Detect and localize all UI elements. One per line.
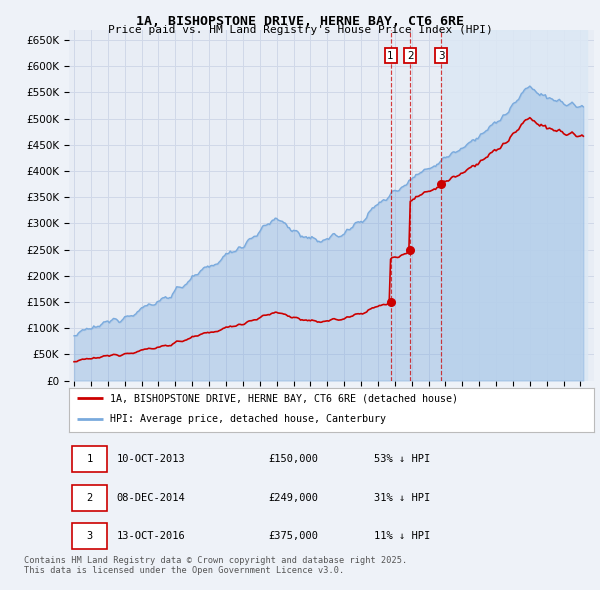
Text: £375,000: £375,000: [269, 531, 319, 541]
Text: 3: 3: [438, 51, 445, 61]
FancyBboxPatch shape: [71, 446, 107, 472]
Text: 2: 2: [407, 51, 413, 61]
Text: 1A, BISHOPSTONE DRIVE, HERNE BAY, CT6 6RE: 1A, BISHOPSTONE DRIVE, HERNE BAY, CT6 6R…: [136, 15, 464, 28]
Text: 13-OCT-2016: 13-OCT-2016: [116, 531, 185, 541]
Text: 1: 1: [86, 454, 92, 464]
Text: HPI: Average price, detached house, Canterbury: HPI: Average price, detached house, Cant…: [110, 415, 386, 424]
Text: 11% ↓ HPI: 11% ↓ HPI: [373, 531, 430, 541]
FancyBboxPatch shape: [71, 523, 107, 549]
Text: £150,000: £150,000: [269, 454, 319, 464]
Text: Contains HM Land Registry data © Crown copyright and database right 2025.
This d: Contains HM Land Registry data © Crown c…: [24, 556, 407, 575]
FancyBboxPatch shape: [71, 484, 107, 510]
Text: 31% ↓ HPI: 31% ↓ HPI: [373, 493, 430, 503]
Text: 1: 1: [387, 51, 394, 61]
Text: 10-OCT-2013: 10-OCT-2013: [116, 454, 185, 464]
Text: 3: 3: [86, 531, 92, 541]
Text: 1A, BISHOPSTONE DRIVE, HERNE BAY, CT6 6RE (detached house): 1A, BISHOPSTONE DRIVE, HERNE BAY, CT6 6R…: [110, 394, 458, 403]
Text: 08-DEC-2014: 08-DEC-2014: [116, 493, 185, 503]
Text: £249,000: £249,000: [269, 493, 319, 503]
Text: 53% ↓ HPI: 53% ↓ HPI: [373, 454, 430, 464]
Bar: [441, 30, 587, 381]
Text: 2: 2: [86, 493, 92, 503]
Text: Price paid vs. HM Land Registry's House Price Index (HPI): Price paid vs. HM Land Registry's House …: [107, 25, 493, 35]
